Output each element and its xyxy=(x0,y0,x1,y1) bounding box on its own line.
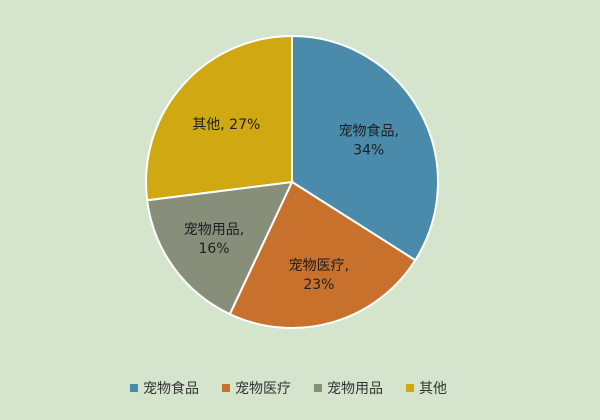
slice-label: 宠物食品, xyxy=(339,122,399,139)
pie-slice xyxy=(228,180,417,329)
slice-label: 宠物用品, xyxy=(184,222,244,238)
slice-label: 其他, 27% xyxy=(192,117,260,133)
pie-slice xyxy=(146,180,294,316)
pie-slices xyxy=(145,34,439,329)
legend: 宠物食品 宠物医疗 宠物用品 其他 xyxy=(130,380,447,397)
legend-label: 宠物用品 xyxy=(327,381,383,397)
legend-label: 宠物医疗 xyxy=(235,381,291,397)
legend-swatch xyxy=(314,384,322,392)
slice-percent-label: 23% xyxy=(303,277,334,293)
legend-label: 宠物食品 xyxy=(143,380,199,397)
legend-label: 其他 xyxy=(419,381,447,397)
legend-swatch xyxy=(406,384,414,392)
pie-slice xyxy=(145,34,293,202)
slice-percent-label: 34% xyxy=(353,142,384,158)
slice-labels: 宠物食品, 34% 宠物医疗, 23% 宠物用品, 16% 其他, 27% xyxy=(184,117,399,293)
legend-swatch xyxy=(222,384,230,392)
legend-swatch xyxy=(130,384,138,392)
slice-percent-label: 16% xyxy=(198,241,229,257)
slice-label: 宠物医疗, xyxy=(289,258,349,274)
